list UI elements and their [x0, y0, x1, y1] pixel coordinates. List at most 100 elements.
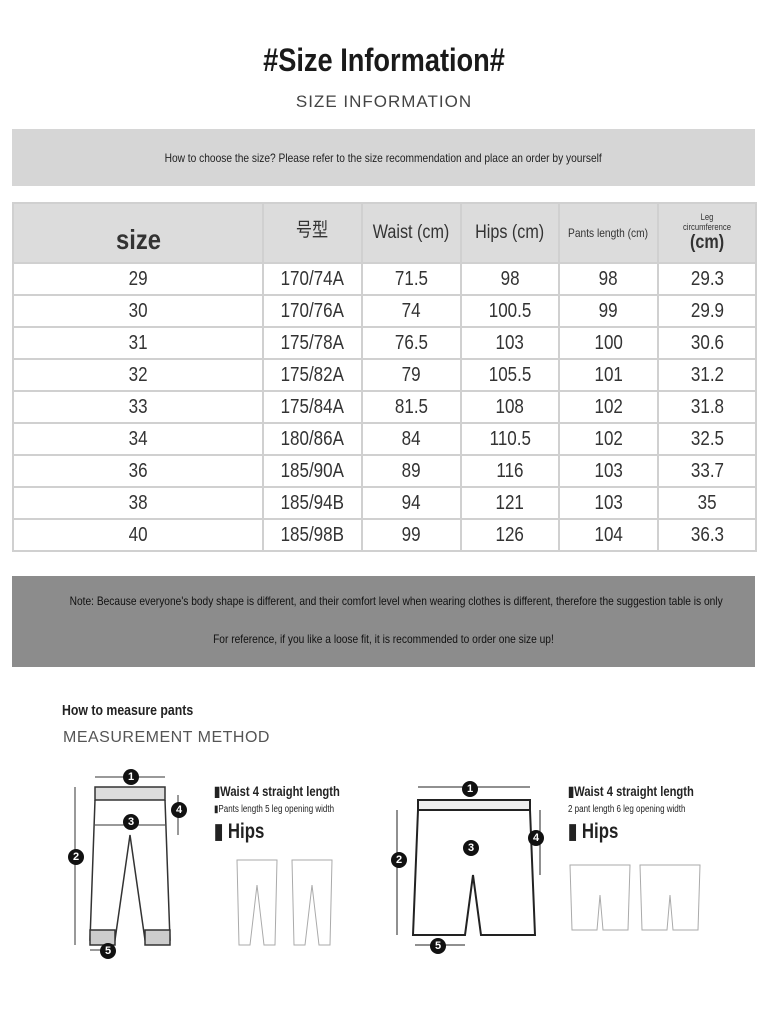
table-cell: 103: [558, 454, 659, 488]
table-row: 29 170/74A 71.5 98 98 29.3: [12, 262, 757, 296]
table-cell: 126: [460, 518, 560, 552]
page-title: #Size Information#: [263, 42, 505, 78]
table-cell: 175/84A: [262, 390, 363, 424]
marker-4: 4: [171, 802, 187, 818]
table-row: 36 185/90A 89 116 103 33.7: [12, 454, 757, 488]
marker-5: 5: [430, 938, 446, 954]
table-cell: 100: [558, 326, 659, 360]
note-line-2: For reference, if you like a loose fit, …: [213, 632, 554, 646]
table-row: 32 175/82A 79 105.5 101 31.2: [12, 358, 757, 392]
table-header-row: size 号型 Waist (cm) Hips (cm) Pants lengt…: [12, 202, 757, 264]
table-cell: 31: [12, 326, 264, 360]
table-cell: 175/78A: [262, 326, 363, 360]
marker-2: 2: [391, 852, 407, 868]
table-cell: 36.3: [657, 518, 757, 552]
label-waist-length: ▮Waist 4 straight length: [568, 783, 694, 799]
label-pants-length: ▮Pants length 5 leg opening width: [214, 804, 335, 815]
table-cell: 101: [558, 358, 659, 392]
table-cell: 40: [12, 518, 264, 552]
table-cell: 71.5: [361, 262, 462, 296]
table-cell: 38: [12, 486, 264, 520]
table-cell: 33: [12, 390, 264, 424]
table-cell: 108: [460, 390, 560, 424]
table-cell: 185/98B: [262, 518, 363, 552]
long-pants-diagram: [74, 776, 179, 951]
table-cell: 180/86A: [262, 422, 363, 456]
table-cell: 84: [361, 422, 462, 456]
table-cell: 29.9: [657, 294, 757, 328]
size-table: size 号型 Waist (cm) Hips (cm) Pants lengt…: [12, 202, 757, 552]
table-cell: 32.5: [657, 422, 757, 456]
long-pants-labels: ▮Waist 4 straight length ▮Pants length 5…: [214, 783, 371, 844]
marker-1: 1: [123, 769, 139, 785]
table-cell: 31.8: [657, 390, 757, 424]
table-cell: 104: [558, 518, 659, 552]
marker-2: 2: [68, 849, 84, 865]
shorts-thumbnails: [569, 864, 701, 931]
header-hips: Hips (cm): [460, 202, 560, 264]
table-row: 33 175/84A 81.5 108 102 31.8: [12, 390, 757, 424]
table-cell: 30: [12, 294, 264, 328]
table-cell: 74: [361, 294, 462, 328]
table-cell: 98: [558, 262, 659, 296]
table-cell: 103: [460, 326, 560, 360]
marker-4: 4: [528, 830, 544, 846]
table-row: 30 170/76A 74 100.5 99 29.9: [12, 294, 757, 328]
table-cell: 89: [361, 454, 462, 488]
table-cell: 100.5: [460, 294, 560, 328]
header-waist: Waist (cm): [361, 202, 462, 264]
page-subtitle: SIZE INFORMATION: [295, 92, 473, 111]
table-cell: 33.7: [657, 454, 757, 488]
table-cell: 105.5: [460, 358, 560, 392]
marker-1: 1: [462, 781, 478, 797]
pants-thumbnails: [236, 859, 333, 946]
table-cell: 29.3: [657, 262, 757, 296]
measure-heading: How to measure pants: [62, 702, 194, 719]
table-cell: 94: [361, 486, 462, 520]
marker-5: 5: [100, 943, 116, 959]
table-cell: 110.5: [460, 422, 560, 456]
marker-3: 3: [123, 814, 139, 830]
table-cell: 29: [12, 262, 264, 296]
note-line-1: Note: Because everyone's body shape is d…: [69, 594, 723, 608]
measure-subheading: MEASUREMENT METHOD: [63, 729, 270, 746]
table-cell: 116: [460, 454, 560, 488]
table-cell: 185/94B: [262, 486, 363, 520]
shorts-labels: ▮Waist 4 straight length 2 pant length 6…: [568, 783, 725, 844]
label-hips: ▮ Hips: [568, 820, 619, 843]
table-cell: 102: [558, 422, 659, 456]
table-cell: 34: [12, 422, 264, 456]
table-cell: 170/76A: [262, 294, 363, 328]
header-size: size: [12, 202, 264, 264]
table-row: 38 185/94B 94 121 103 35: [12, 486, 757, 520]
table-cell: 79: [361, 358, 462, 392]
header-model: 号型: [262, 202, 363, 264]
header-pants-length: Pants length (cm): [558, 202, 659, 264]
table-row: 40 185/98B 99 126 104 36.3: [12, 518, 757, 552]
table-cell: 81.5: [361, 390, 462, 424]
table-cell: 175/82A: [262, 358, 363, 392]
table-cell: 102: [558, 390, 659, 424]
table-cell: 30.6: [657, 326, 757, 360]
table-cell: 98: [460, 262, 560, 296]
table-cell: 76.5: [361, 326, 462, 360]
banner-text: How to choose the size? Please refer to …: [164, 150, 603, 165]
table-cell: 121: [460, 486, 560, 520]
label-hips: ▮ Hips: [214, 820, 265, 843]
table-cell: 99: [361, 518, 462, 552]
table-cell: 31.2: [657, 358, 757, 392]
table-cell: 103: [558, 486, 659, 520]
table-cell: 99: [558, 294, 659, 328]
shorts-diagram: [396, 786, 541, 946]
table-cell: 32: [12, 358, 264, 392]
table-cell: 36: [12, 454, 264, 488]
header-leg-circumference: Leg circumference (cm): [657, 202, 757, 264]
note-banner: Note: Because everyone's body shape is d…: [12, 576, 755, 667]
table-cell: 185/90A: [262, 454, 363, 488]
table-cell: 170/74A: [262, 262, 363, 296]
label-pant-length: 2 pant length 6 leg opening width: [568, 804, 686, 815]
size-guide-banner: How to choose the size? Please refer to …: [12, 129, 755, 186]
label-waist-length: ▮Waist 4 straight length: [214, 783, 340, 799]
table-cell: 35: [657, 486, 757, 520]
table-row: 31 175/78A 76.5 103 100 30.6: [12, 326, 757, 360]
